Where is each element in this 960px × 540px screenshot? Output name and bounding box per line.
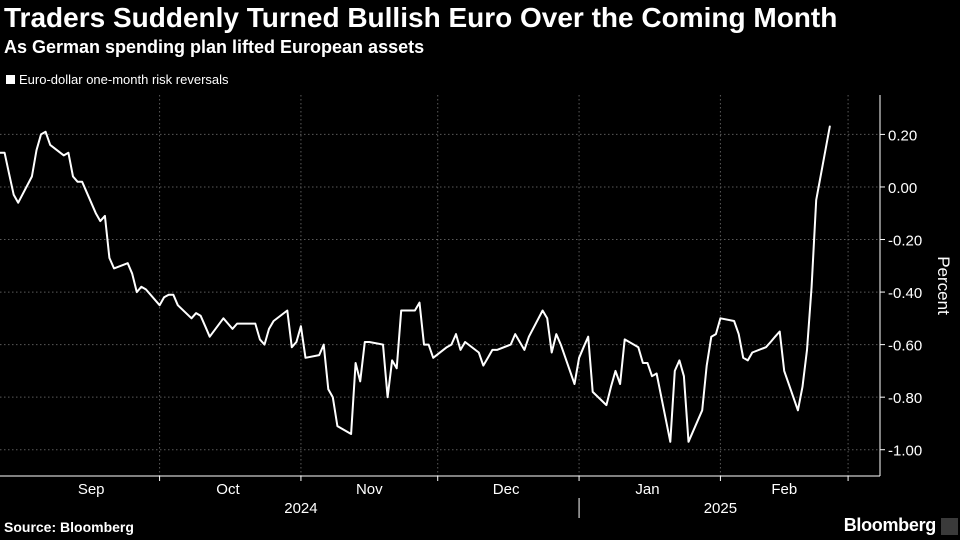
x-tick-label: Jan — [635, 481, 659, 498]
chart-legend: Euro-dollar one-month risk reversals — [6, 72, 229, 87]
x-tick-label: Oct — [216, 481, 240, 498]
bloomberg-logo: Bloomberg — [843, 515, 937, 535]
y-axis-title: Percent — [934, 256, 953, 315]
bloomberg-badge-icon — [941, 518, 958, 535]
y-tick-label: -1.00 — [888, 443, 922, 460]
x-tick-label: Feb — [771, 481, 797, 498]
chart-title: Traders Suddenly Turned Bullish Euro Ove… — [4, 2, 838, 33]
legend-swatch — [6, 75, 15, 84]
y-tick-label: -0.80 — [888, 390, 922, 407]
y-tick-label: 0.20 — [888, 127, 917, 144]
x-tick-label: Sep — [78, 481, 105, 498]
y-tick-label: -0.40 — [888, 285, 922, 302]
series-line — [0, 125, 831, 443]
y-tick-label: -0.20 — [888, 233, 922, 250]
year-label: 2024 — [284, 500, 317, 517]
year-label: 2025 — [704, 500, 737, 517]
source-note: Source: Bloomberg — [4, 519, 134, 535]
chart-subtitle: As German spending plan lifted European … — [4, 37, 425, 57]
x-tick-label: Dec — [493, 481, 520, 498]
legend-label: Euro-dollar one-month risk reversals — [19, 72, 229, 87]
x-tick-label: Nov — [356, 481, 383, 498]
y-tick-label: 0.00 — [888, 180, 917, 197]
y-tick-label: -0.60 — [888, 338, 922, 355]
